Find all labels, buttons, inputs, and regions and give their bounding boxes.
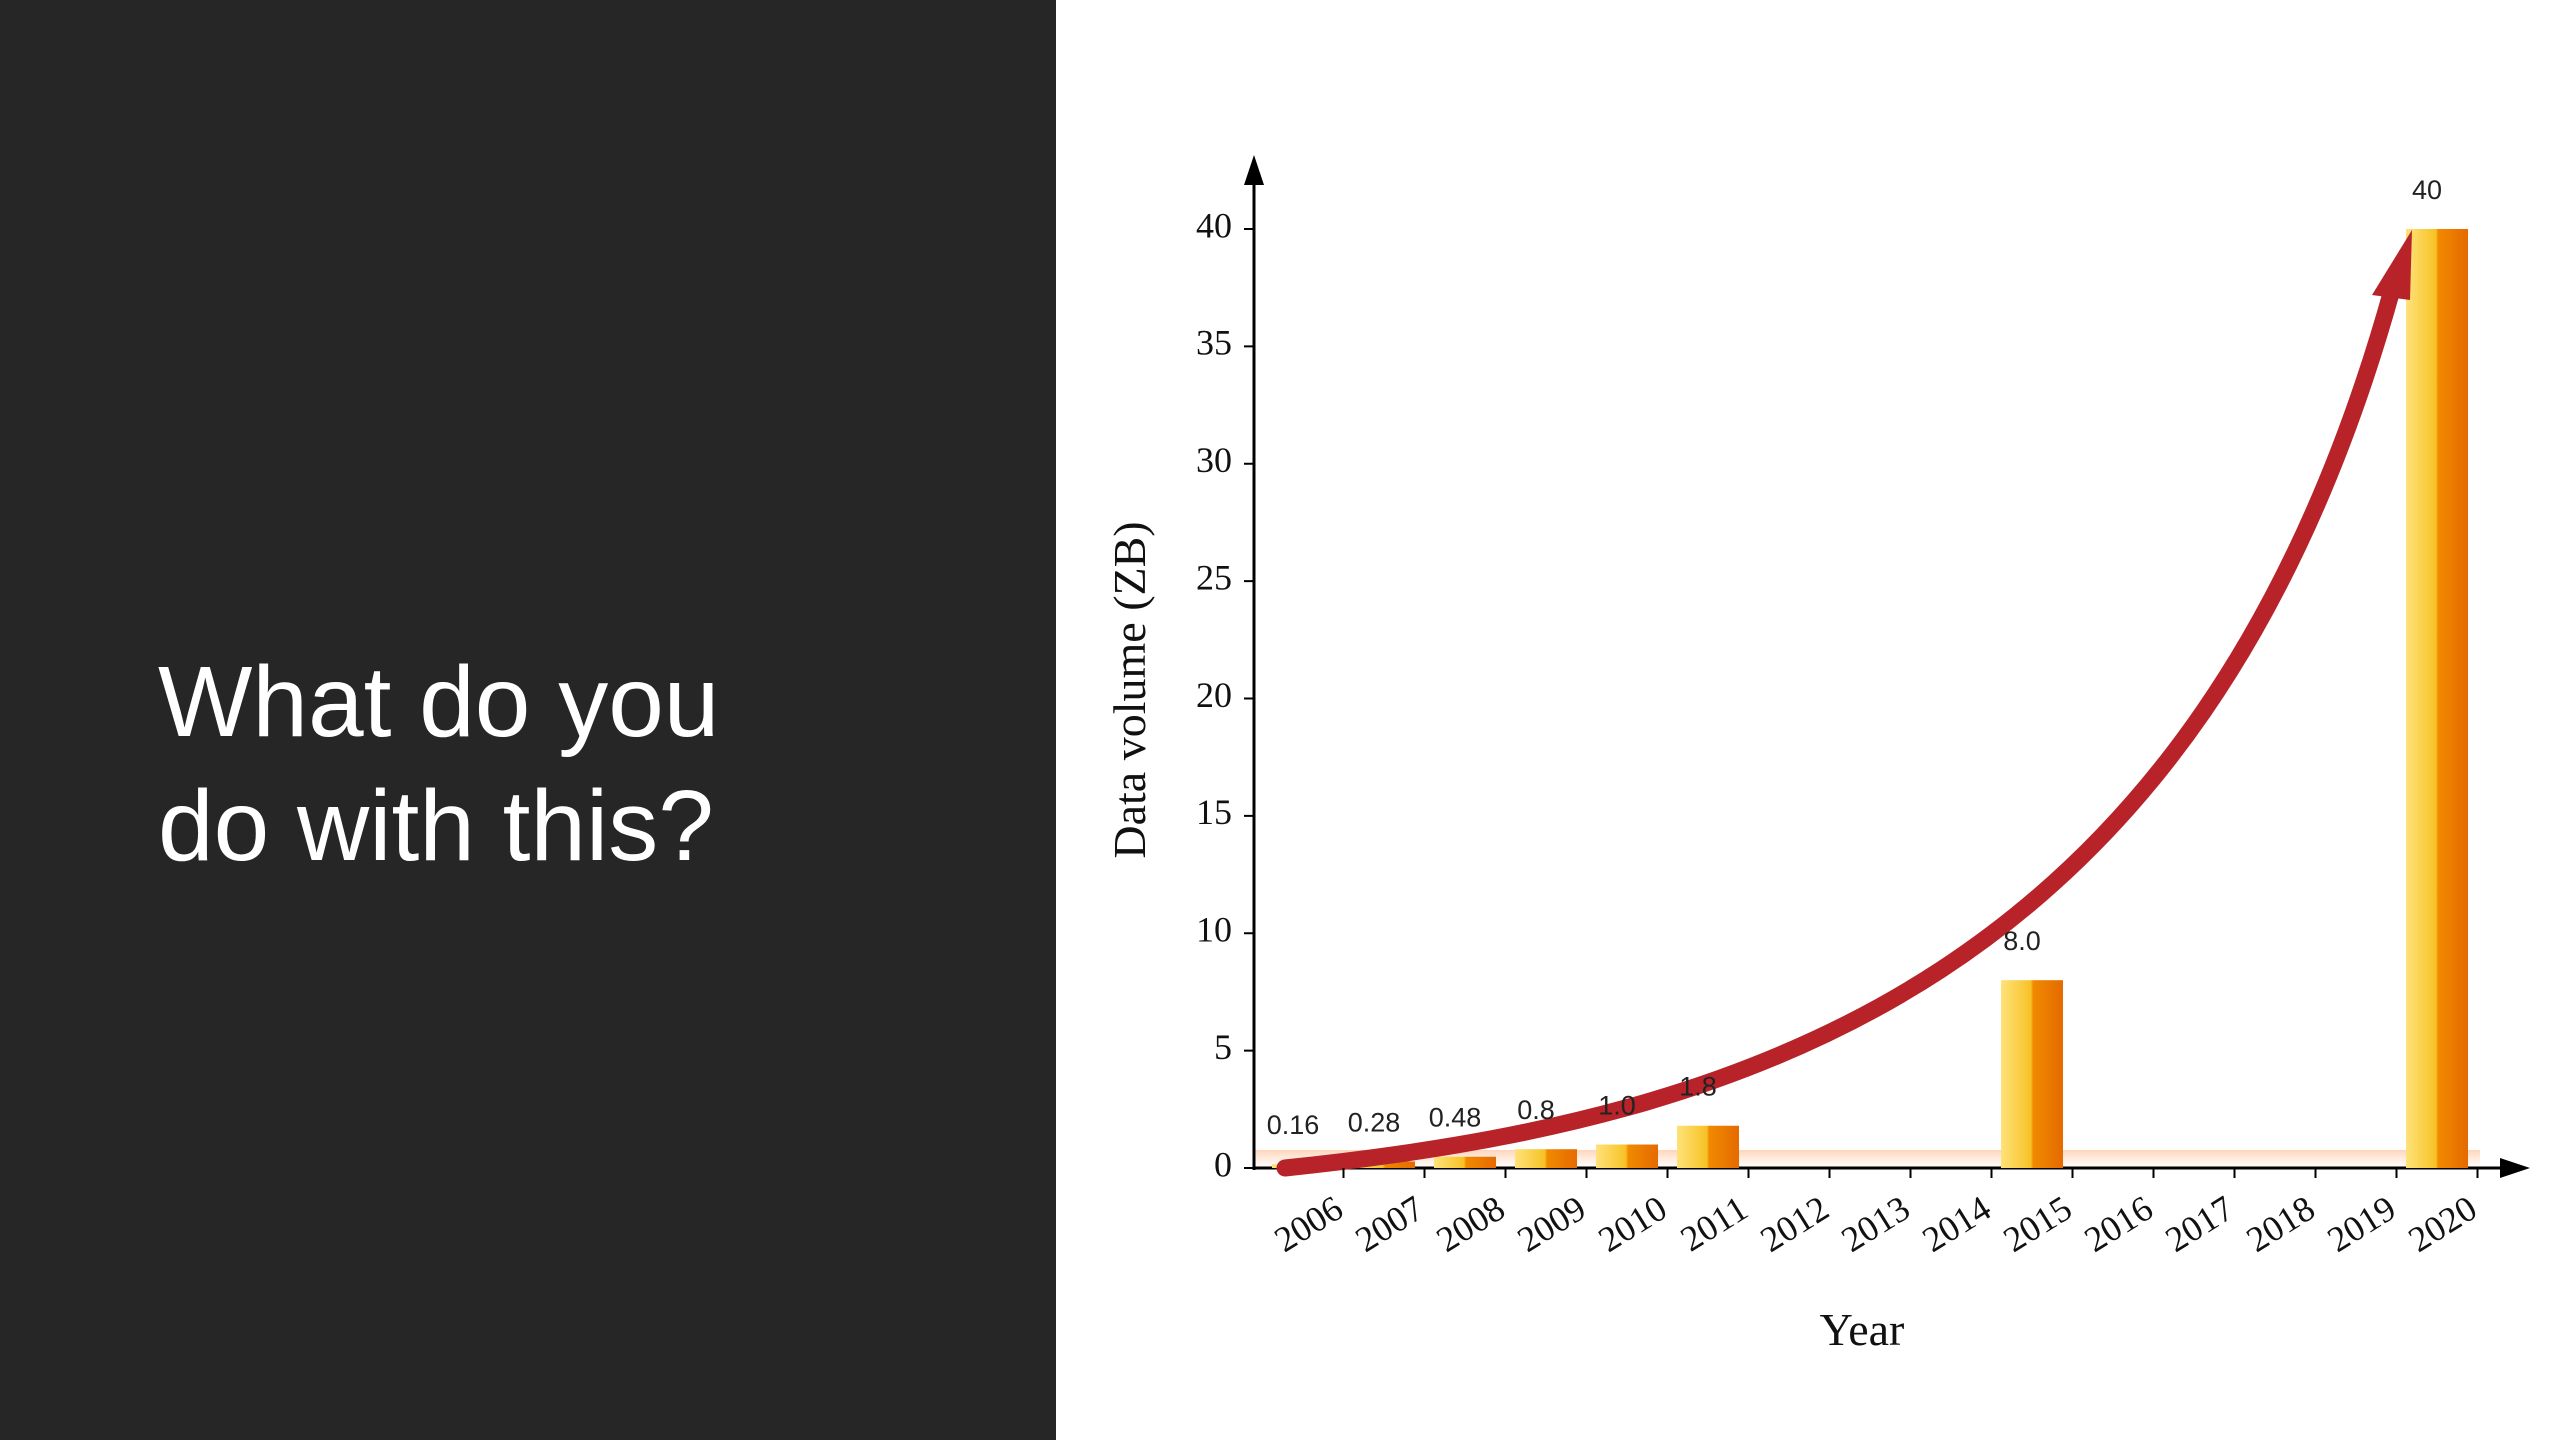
x-tick-label: 2020 [2401, 1188, 2483, 1260]
slide-heading: What do you do with this? [158, 646, 720, 882]
y-tick-label: 10 [1196, 910, 1232, 950]
x-tick-label: 2012 [1753, 1188, 1835, 1260]
bars [1272, 229, 2468, 1168]
x-axis-arrow [2500, 1158, 2530, 1178]
value-label: 0.16 [1267, 1110, 1320, 1140]
bar [2001, 980, 2063, 1168]
bar [1353, 1161, 1415, 1168]
y-tick-label: 0 [1214, 1144, 1232, 1184]
y-tick-label: 40 [1196, 205, 1232, 245]
bar [2406, 229, 2468, 1168]
x-tick-label: 2006 [1267, 1188, 1349, 1260]
dark-panel: What do you do with this? [0, 0, 1056, 1440]
bar [1677, 1125, 1739, 1168]
bar [1434, 1156, 1496, 1168]
value-label: 1.0 [1598, 1091, 1636, 1121]
x-tick-label: 2015 [1996, 1188, 2078, 1260]
x-tick-label: 2010 [1591, 1188, 1673, 1260]
x-tick-label: 2007 [1348, 1188, 1430, 1260]
x-tick-label: 2016 [2077, 1188, 2159, 1260]
y-tick-label: 25 [1196, 557, 1232, 597]
x-tick-label: 2011 [1673, 1188, 1754, 1259]
x-tick-label: 2018 [2239, 1188, 2321, 1260]
y-tick-label: 35 [1196, 323, 1232, 363]
value-label: 0.8 [1517, 1095, 1555, 1125]
x-tick-label: 2017 [2158, 1188, 2240, 1260]
y-axis-arrow [1244, 155, 1264, 185]
growth-arrowhead [2372, 230, 2412, 300]
value-label: 8.0 [2003, 926, 2041, 956]
y-tick-label: 20 [1196, 675, 1232, 715]
y-tick-label: 5 [1214, 1027, 1232, 1067]
x-tick-label: 2019 [2320, 1188, 2402, 1260]
x-tick-label: 2013 [1834, 1188, 1916, 1260]
y-axis-title: Data volume (ZB) [1104, 521, 1155, 858]
bar [1515, 1149, 1577, 1168]
bar [1596, 1144, 1658, 1168]
value-label: 40 [2412, 175, 2442, 205]
y-tick-label: 15 [1196, 792, 1232, 832]
value-label: 0.48 [1429, 1103, 1482, 1133]
x-tick-label: 2014 [1915, 1188, 1997, 1260]
x-axis-title: Year [1820, 1304, 1905, 1355]
x-tick-label: 2009 [1510, 1188, 1592, 1260]
growth-arrow [1276, 281, 2401, 1177]
value-label: 0.28 [1348, 1107, 1401, 1137]
value-label: 1.8 [1679, 1072, 1717, 1102]
y-tick-label: 30 [1196, 440, 1232, 480]
x-tick-label: 2008 [1429, 1188, 1511, 1260]
